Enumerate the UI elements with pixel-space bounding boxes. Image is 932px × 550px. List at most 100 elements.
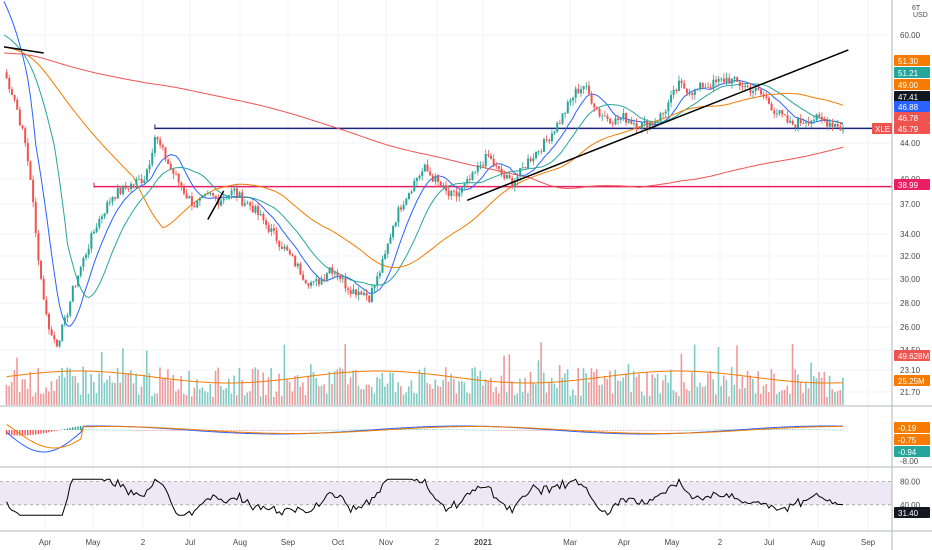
candle-body — [50, 329, 53, 336]
volume-bar — [140, 386, 143, 405]
macd-histogram-bar — [238, 430, 241, 431]
candle-body — [265, 220, 268, 225]
macd-badge: -0.19 — [894, 422, 930, 433]
candle-body — [275, 230, 278, 241]
volume-bar — [548, 382, 550, 405]
volume-bar — [828, 375, 831, 405]
macd-histogram-bar — [397, 429, 399, 430]
candle-body — [429, 171, 432, 176]
macd-histogram-bar — [122, 429, 124, 431]
macd-histogram-bar — [500, 430, 503, 431]
candle-body — [132, 183, 135, 185]
volume-bar — [786, 385, 789, 405]
candle-body — [791, 120, 794, 125]
candle-body — [693, 89, 696, 95]
volume-bar — [566, 369, 569, 405]
macd-histogram-bar — [604, 430, 606, 431]
volume-bar — [18, 391, 21, 405]
candle-body — [127, 188, 130, 190]
macd-histogram-bar — [222, 430, 225, 431]
volume-bar — [8, 386, 10, 405]
volume-bar — [357, 385, 360, 405]
volume-bar — [601, 384, 603, 405]
candle-body — [556, 122, 559, 132]
macd-tick-label: -8.00 — [900, 457, 919, 466]
trendline[interactable] — [3, 46, 44, 54]
time-tick-label: 2021 — [474, 538, 492, 547]
volume-bar — [331, 384, 333, 405]
candle-body — [402, 204, 405, 210]
macd-histogram-bar — [535, 430, 537, 431]
macd-histogram-bar — [74, 426, 77, 430]
volume-bar — [651, 374, 654, 405]
macd-histogram-bar — [336, 429, 339, 431]
volume-bar — [471, 368, 474, 405]
price-axis-top-label: 6T — [912, 5, 921, 12]
volume-bar — [145, 350, 148, 405]
macd-histogram-bar — [304, 430, 307, 431]
candle-body — [267, 224, 270, 232]
candle-body — [69, 301, 72, 316]
macd-histogram-bar — [585, 430, 587, 431]
candle-body — [98, 219, 101, 228]
candle-body — [180, 182, 183, 188]
volume-bar — [100, 352, 103, 405]
candle-body — [609, 118, 612, 124]
volume-bar — [69, 368, 71, 405]
macd-histogram-bar — [180, 430, 182, 431]
macd-histogram-bar — [611, 430, 614, 431]
volume-bar — [640, 391, 643, 405]
candle-body — [272, 228, 275, 231]
candle-body — [752, 91, 755, 93]
volume-bar — [670, 369, 672, 405]
volume-bar — [137, 394, 140, 405]
candle-body — [670, 95, 673, 103]
candle-body — [392, 226, 395, 238]
candle-body — [675, 89, 678, 92]
macd-histogram-bar — [273, 430, 275, 431]
macd-histogram-bar — [299, 430, 302, 431]
macd-histogram-bar — [103, 429, 106, 431]
volume-bar — [196, 379, 198, 405]
volume-bar — [198, 389, 201, 405]
candle-body — [164, 147, 167, 160]
candle-body — [691, 92, 694, 95]
volume-bar — [214, 370, 217, 405]
volume-bar — [553, 383, 556, 405]
candle-body — [754, 87, 757, 92]
macd-histogram-bar — [725, 429, 728, 431]
trendline[interactable] — [466, 49, 849, 201]
volume-bar — [243, 395, 246, 405]
macd-histogram-bar — [810, 429, 812, 431]
volume-bar — [593, 372, 595, 405]
volume-bar — [550, 377, 553, 405]
candle-body — [622, 112, 625, 118]
volume-bar — [717, 346, 720, 405]
candle-body — [233, 188, 236, 191]
candle-body — [373, 285, 376, 288]
candle-body — [328, 267, 331, 274]
volume-bar — [767, 392, 770, 405]
macd-histogram-bar — [672, 430, 675, 431]
candle-body — [238, 192, 241, 197]
volume-bar — [153, 393, 156, 405]
macd-histogram-bar — [781, 429, 783, 430]
macd-histogram-bar — [686, 429, 688, 431]
macd-histogram-bar — [469, 429, 471, 431]
macd-histogram-bar — [529, 430, 532, 431]
time-axis[interactable]: Apr May 2 Jul Aug Sep Oct Nov 2 2021 Mar Apr May 2 Jul… — [39, 538, 876, 547]
candle-body — [341, 277, 344, 279]
volume-bar — [474, 367, 476, 405]
macd-histogram-bar — [654, 430, 656, 431]
candle-body — [648, 122, 651, 130]
candle-body — [651, 122, 654, 125]
candle-body — [630, 120, 633, 124]
candle-body — [826, 120, 829, 127]
volume-bar — [527, 393, 529, 405]
candle-body — [614, 118, 617, 125]
candle-body — [466, 179, 469, 184]
volume-average-line — [6, 370, 844, 384]
trendline[interactable] — [207, 190, 225, 220]
volume-bar — [10, 381, 13, 405]
volume-bar — [429, 384, 431, 405]
